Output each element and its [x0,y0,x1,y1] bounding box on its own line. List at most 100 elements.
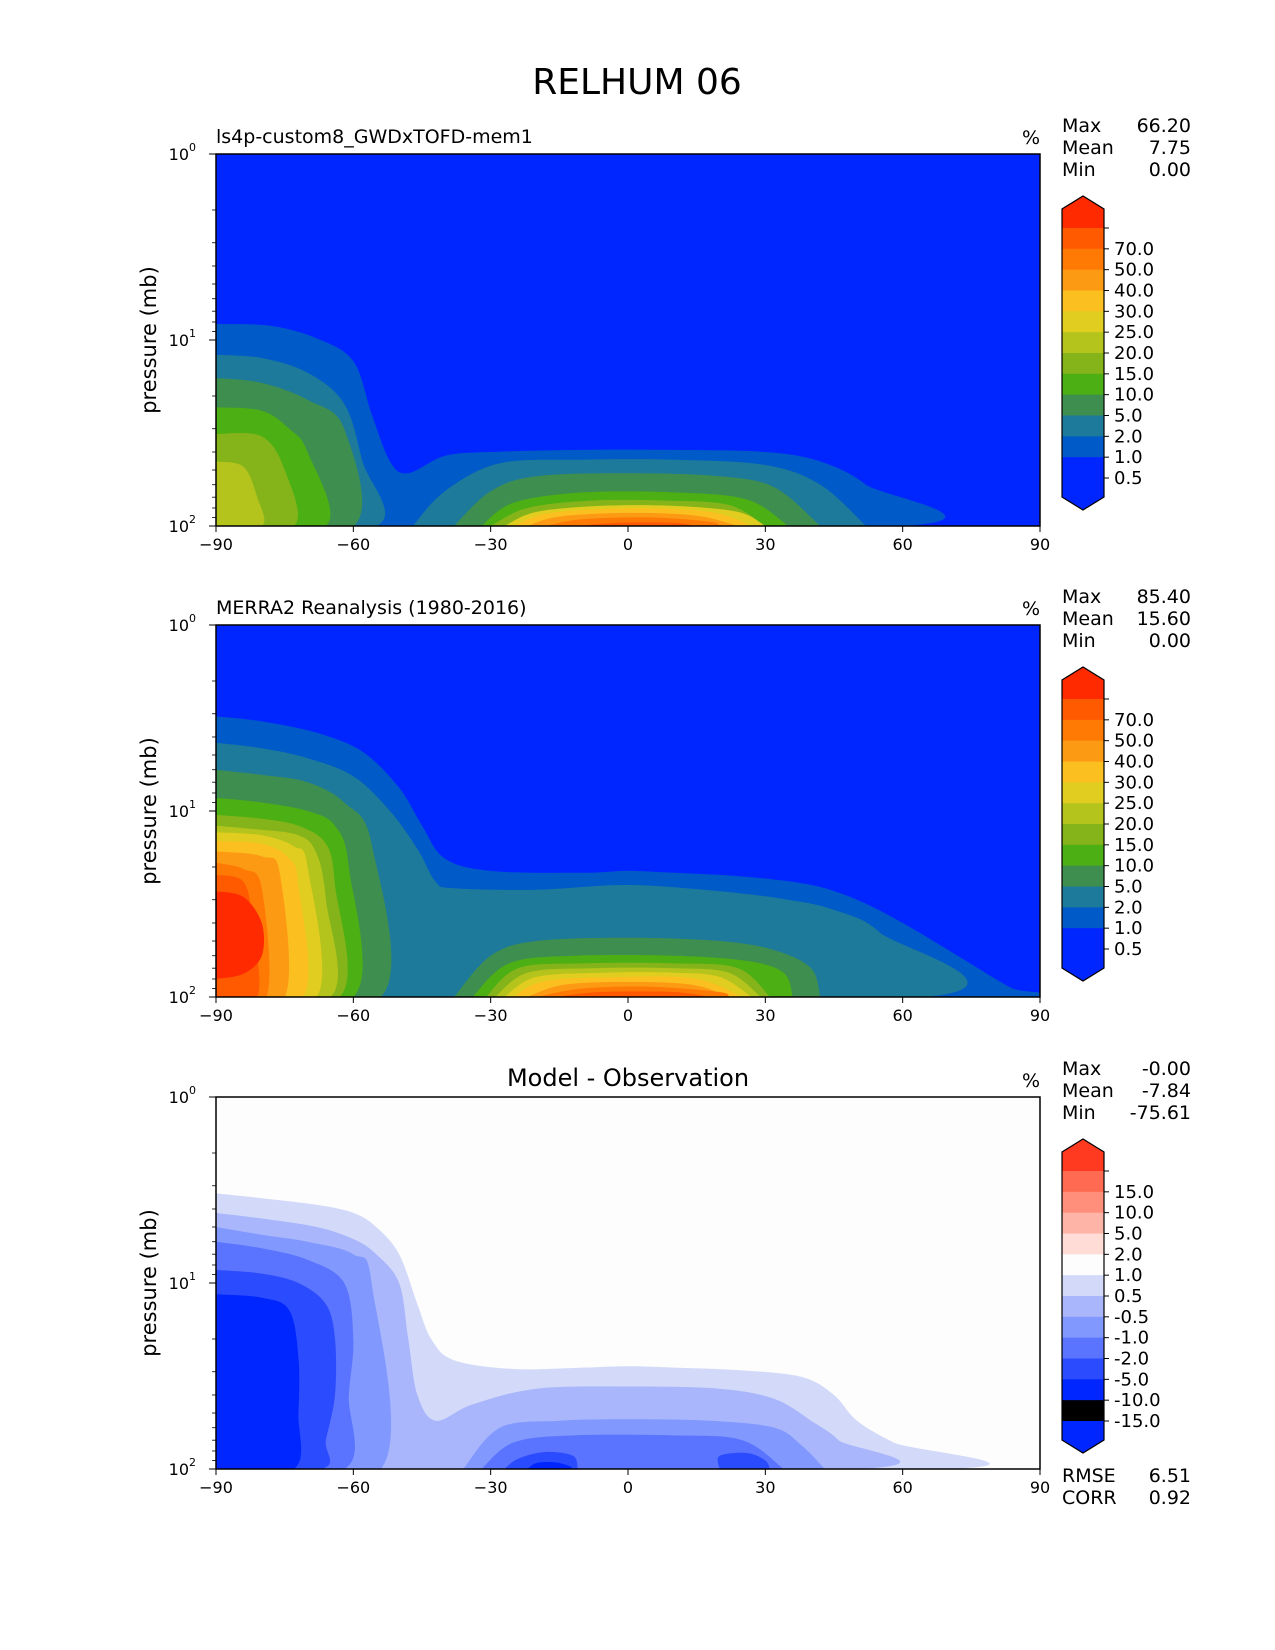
y-axis-label: pressure (mb) [137,1209,161,1357]
colorbar-tick-label: 2.0 [1114,1244,1143,1265]
colorbar-segment [1062,311,1104,333]
contour-band [216,742,968,997]
x-tick-label: −60 [336,535,370,554]
x-tick-label: 30 [755,1006,775,1025]
stat-value: 0.00 [1149,159,1191,181]
y-tick-label: 100 [169,1084,196,1107]
colorbar-tick-label: -1.0 [1114,1328,1149,1349]
stat-label: Max [1062,115,1101,137]
y-tick-exponent: 1 [189,798,196,811]
contour-band [527,1462,574,1469]
stat-label: Min [1062,159,1096,181]
colorbar-segment [1062,415,1104,437]
colorbar-tick-label: 5.0 [1114,1224,1143,1245]
x-tick-label: 60 [892,1478,912,1497]
colorbar-tick-label: 50.0 [1114,260,1154,281]
x-tick-label: −90 [199,535,233,554]
stat-label: Mean [1062,1080,1114,1102]
colorbar-segment [1062,269,1104,291]
colorbar-segment [1062,1191,1104,1214]
colorbar-tick-label: 15.0 [1114,835,1154,856]
colorbar-segment [1062,394,1104,416]
y-tick-exponent: 0 [189,1084,196,1097]
contour-band [216,461,265,526]
colorbar-segment [1062,1316,1104,1339]
panel-title: MERRA2 Reanalysis (1980-2016) [216,597,527,619]
x-tick-label: −30 [474,1478,508,1497]
x-tick-label: 0 [623,1006,633,1025]
x-tick-label: 90 [1030,1006,1050,1025]
colorbar-bottom-extension [1062,949,1104,981]
colorbar-segment [1062,740,1104,762]
y-tick-label: 102 [169,984,196,1007]
y-axis-label: pressure (mb) [137,266,161,414]
x-tick-label: −30 [474,535,508,554]
colorbar-segment [1062,1379,1104,1401]
colorbar-tick-label: 70.0 [1114,239,1154,260]
stat-value: 15.60 [1137,608,1191,630]
colorbar-segment [1062,865,1104,887]
stat-label: Mean [1062,608,1114,630]
stat-label: Mean [1062,137,1114,159]
panel-title: Model - Observation [507,1064,749,1092]
colorbar: 70.050.040.030.025.020.015.010.05.02.01.… [1061,666,1154,982]
extra-stat-value: 0.92 [1149,1487,1191,1509]
colorbar-segment [1062,1296,1104,1318]
colorbar-segment [1062,824,1104,846]
colorbar-tick-label: 0.5 [1114,468,1143,489]
colorbar-tick-label: 0.5 [1114,939,1143,960]
colorbar-tick-label: 40.0 [1114,752,1154,773]
y-tick-label: 102 [169,513,196,536]
colorbar-tick-label: 0.5 [1114,1286,1143,1307]
stat-label: Max [1062,586,1101,608]
colorbar-tick-label: 2.0 [1114,897,1143,918]
colorbar-segment [1062,699,1104,721]
colorbar-top-extension [1062,196,1104,228]
colorbar-tick-label: 10.0 [1114,385,1154,406]
panel-title: ls4p-custom8_GWDxTOFD-mem1 [216,126,533,148]
colorbar-bottom-extension [1062,1421,1104,1453]
stat-value: -7.84 [1142,1080,1191,1102]
colorbar-segment [1062,1171,1104,1193]
extra-stat-label: RMSE [1062,1465,1116,1487]
y-tick-exponent: 0 [189,141,196,154]
units-label: % [1022,598,1040,620]
colorbar-segment [1062,1233,1104,1255]
colorbar-segment [1062,436,1104,458]
stat-value: -75.61 [1130,1102,1191,1124]
colorbar-segment [1062,1275,1104,1297]
colorbar-tick-label: 25.0 [1114,322,1154,343]
contour-band [573,522,697,526]
y-tick-label: 100 [169,612,196,635]
x-tick-label: 90 [1030,535,1050,554]
colorbar-segment [1062,228,1104,250]
colorbar-tick-label: 10.0 [1114,1203,1154,1224]
stat-value: 7.75 [1149,137,1191,159]
x-tick-label: 0 [623,535,633,554]
colorbar-segment [1062,907,1104,929]
colorbar: 70.050.040.030.025.020.015.010.05.02.01.… [1061,195,1154,511]
y-tick-label: 101 [169,327,196,350]
colorbar-top-extension [1062,667,1104,699]
figure-title: RELHUM 06 [532,62,742,103]
colorbar-segment [1062,332,1104,354]
colorbar-segment [1062,1400,1104,1422]
y-tick-exponent: 1 [189,1270,196,1283]
colorbar-segment [1062,761,1104,783]
colorbar-segment [1062,457,1104,479]
colorbar-segment [1062,373,1104,396]
colorbar-tick-label: 30.0 [1114,301,1154,322]
colorbar: 15.010.05.02.01.00.5-0.5-1.0-2.0-5.0-10.… [1061,1138,1161,1454]
colorbar-tick-label: 10.0 [1114,856,1154,877]
y-tick-exponent: 2 [189,513,196,526]
units-label: % [1022,1070,1040,1092]
colorbar-segment [1062,803,1104,825]
x-tick-label: −90 [199,1478,233,1497]
x-tick-label: −60 [336,1006,370,1025]
y-axis-label: pressure (mb) [137,737,161,885]
stat-value: -0.00 [1142,1058,1191,1080]
stat-label: Min [1062,1102,1096,1124]
